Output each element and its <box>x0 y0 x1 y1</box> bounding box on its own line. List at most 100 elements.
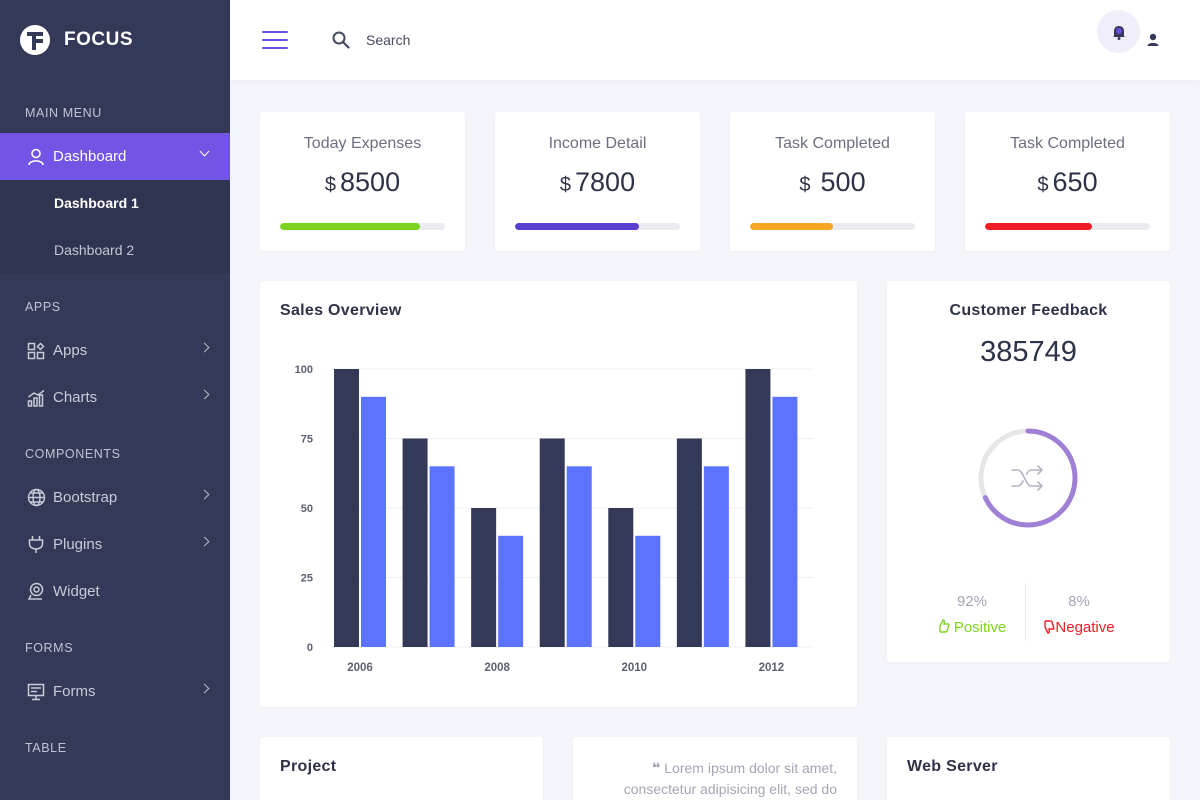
chevron-down-icon <box>199 146 210 157</box>
submenu-item-dashboard-1[interactable]: Dashboard 1 <box>54 195 139 211</box>
negative-percent: 8% <box>1068 593 1090 610</box>
stat-value: $7800 <box>559 167 636 197</box>
search-input[interactable] <box>366 26 666 54</box>
ring-progress-arc <box>978 428 1078 528</box>
y-tick-label: 100 <box>295 364 313 376</box>
bar-series-1 <box>402 438 428 647</box>
sidebar-item-forms[interactable]: Forms <box>0 668 230 715</box>
sidebar-item-charts[interactable]: Charts <box>0 374 230 421</box>
progress-fill <box>280 223 421 230</box>
positive-percent: 92% <box>956 593 988 610</box>
notification-dot <box>1116 28 1122 34</box>
sidebar-item-label: Bootstrap <box>53 489 118 506</box>
stat-card-income: Income Detail $7800 <box>495 112 700 251</box>
negative-label: Negative <box>1010 619 1148 636</box>
sidebar-item-plugins[interactable]: Plugins <box>0 521 230 568</box>
sales-overview-card: Sales Overview 0 25 50 75 100 2006 2008 2010 201… <box>260 281 857 707</box>
card-title: Project <box>280 758 337 775</box>
sidebar-item-label: Plugins <box>53 536 103 553</box>
stat-card-task-2: Task Completed $650 <box>965 112 1170 251</box>
section-table: TABLE <box>25 741 67 755</box>
hamburger-menu-icon[interactable] <box>262 30 288 50</box>
notifications-button[interactable] <box>1097 10 1140 53</box>
bar-series-1 <box>676 438 702 647</box>
thumbs-down-icon <box>1044 620 1055 634</box>
bar-series-2 <box>772 396 798 647</box>
sidebar-item-bootstrap[interactable]: Bootstrap <box>0 474 230 521</box>
stat-value: $650 <box>1037 167 1098 197</box>
bar-series-2 <box>498 535 524 647</box>
section-components: COMPONENTS <box>25 447 121 461</box>
stat-value: $500 <box>799 167 866 197</box>
y-tick-label: 75 <box>301 434 313 446</box>
user-icon <box>26 147 46 167</box>
submenu-item-dashboard-2[interactable]: Dashboard 2 <box>54 242 135 258</box>
y-tick-label: 0 <box>307 642 313 654</box>
bar-series-1 <box>539 438 565 647</box>
sidebar-item-apps[interactable]: Apps <box>0 327 230 374</box>
shuffle-icon <box>1011 465 1043 491</box>
form-icon <box>26 682 46 702</box>
account-icon[interactable] <box>1144 31 1162 49</box>
card-title: Sales Overview <box>280 302 402 319</box>
bar-series-1 <box>745 369 771 647</box>
dashboard-submenu: Dashboard 1 Dashboard 2 <box>0 180 230 274</box>
y-tick-label: 50 <box>301 503 313 515</box>
sidebar-item-widget[interactable]: Widget <box>0 568 230 615</box>
chevron-right-icon <box>199 489 210 500</box>
card-title: Customer Feedback <box>949 302 1108 319</box>
chevron-right-icon <box>199 389 210 400</box>
quote-text: ❝ Lorem ipsum dolor sit amet, consectetu… <box>623 759 837 797</box>
x-tick-label: 2006 <box>347 662 373 674</box>
stat-title: Today Expenses <box>303 135 422 152</box>
chevron-right-icon <box>199 683 210 694</box>
bar-series-2 <box>361 396 386 647</box>
brand[interactable]: FOCUS <box>0 0 230 80</box>
bar-series-1 <box>608 508 634 647</box>
sidebar-item-label: Widget <box>53 583 100 600</box>
top-header <box>230 0 1200 80</box>
bar-series-2 <box>703 466 729 647</box>
feedback-ring <box>978 428 1078 528</box>
progress-fill <box>750 223 833 230</box>
stat-title: Task Completed <box>1010 135 1125 152</box>
x-tick-label: 2012 <box>759 662 785 674</box>
progress-fill <box>515 223 639 230</box>
stat-card-expenses: Today Expenses $8500 <box>260 112 465 251</box>
feedback-number: 385749 <box>980 336 1077 368</box>
sidebar-item-label: Forms <box>53 683 96 700</box>
progress-bar <box>280 223 445 230</box>
plug-icon <box>26 535 46 555</box>
sidebar-item-label: Charts <box>53 389 98 406</box>
sales-bar-chart: 0 25 50 75 100 2006 2008 2010 2012 <box>295 364 814 674</box>
sidebar: FOCUS MAIN MENU Dashboard Dashboard 1 Da… <box>0 0 230 800</box>
y-tick-label: 25 <box>301 573 313 585</box>
web-server-card: Web Server <box>887 737 1170 800</box>
thumbs-up-icon <box>938 619 950 633</box>
brand-name: FOCUS <box>64 29 133 50</box>
stat-value: $8500 <box>324 167 401 197</box>
sidebar-item-dashboard[interactable]: Dashboard <box>0 133 230 180</box>
stat-card-task-1: Task Completed $500 <box>730 112 935 251</box>
stat-title: Income Detail <box>548 135 647 152</box>
chart-icon <box>26 388 46 408</box>
card-title: Web Server <box>907 758 998 775</box>
globe-icon <box>26 488 46 508</box>
search-icon[interactable] <box>332 31 350 49</box>
customer-feedback-card: Customer Feedback 385749 92% 8% Positive… <box>887 281 1170 662</box>
stat-title: Task Completed <box>775 135 890 152</box>
progress-fill <box>985 223 1093 230</box>
bar-series-2 <box>635 535 661 647</box>
widget-icon <box>26 582 46 602</box>
progress-bar <box>750 223 915 230</box>
bar-series-2 <box>429 466 455 647</box>
feedback-divider <box>1025 583 1026 641</box>
bar-series-1 <box>471 508 497 647</box>
quote-card: ❝ Lorem ipsum dolor sit amet, consectetu… <box>573 737 857 800</box>
x-tick-label: 2010 <box>621 662 647 674</box>
progress-bar <box>985 223 1150 230</box>
section-apps: APPS <box>25 300 61 314</box>
x-tick-label: 2008 <box>484 662 510 674</box>
section-forms: FORMS <box>25 641 74 655</box>
sidebar-item-label: Dashboard <box>53 148 127 165</box>
